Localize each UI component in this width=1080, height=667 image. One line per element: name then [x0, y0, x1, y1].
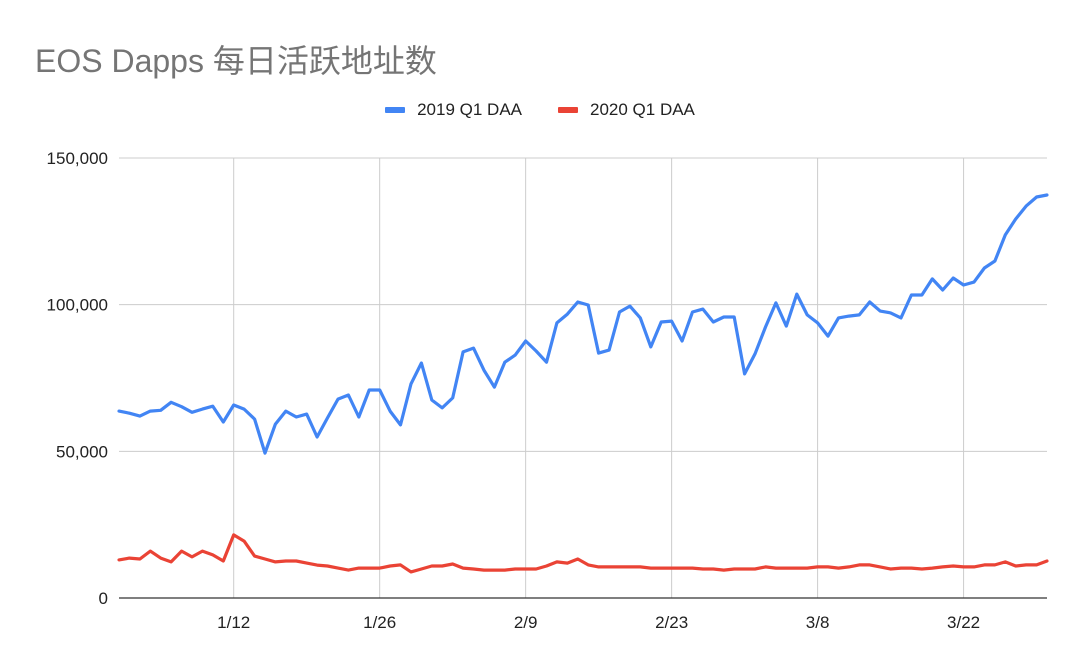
series-line: [117, 533, 1049, 574]
legend-item-2020[interactable]: 2020 Q1 DAA: [558, 100, 695, 120]
data-series: [117, 193, 1049, 574]
legend-item-2019[interactable]: 2019 Q1 DAA: [385, 100, 522, 120]
x-tick-label: 3/8: [806, 613, 830, 632]
x-tick-label: 2/9: [514, 613, 538, 632]
series-line: [117, 193, 1049, 455]
gridlines: [119, 157, 1047, 598]
legend-swatch-2019-icon: [385, 107, 406, 113]
y-axis-tick-labels: 0 50,000 100,000 150,000: [47, 149, 108, 608]
y-tick-label: 0: [99, 589, 108, 608]
y-tick-label: 150,000: [47, 149, 108, 168]
legend-label-2020: 2020 Q1 DAA: [590, 100, 695, 119]
x-tick-label: 1/12: [217, 613, 250, 632]
chart-title: EOS Dapps 每日活跃地址数: [35, 43, 437, 79]
y-tick-label: 100,000: [47, 296, 108, 315]
legend-label-2019: 2019 Q1 DAA: [417, 100, 522, 119]
legend-swatch-2020-icon: [558, 107, 578, 113]
x-tick-label: 2/23: [655, 613, 688, 632]
chart-legend: 2019 Q1 DAA 2020 Q1 DAA: [0, 100, 1080, 120]
y-tick-label: 50,000: [56, 442, 108, 461]
x-tick-label: 1/26: [363, 613, 396, 632]
x-tick-label: 3/22: [947, 613, 980, 632]
x-axis-tick-labels: 1/12 1/26 2/9 2/23 3/8 3/22: [217, 613, 980, 632]
